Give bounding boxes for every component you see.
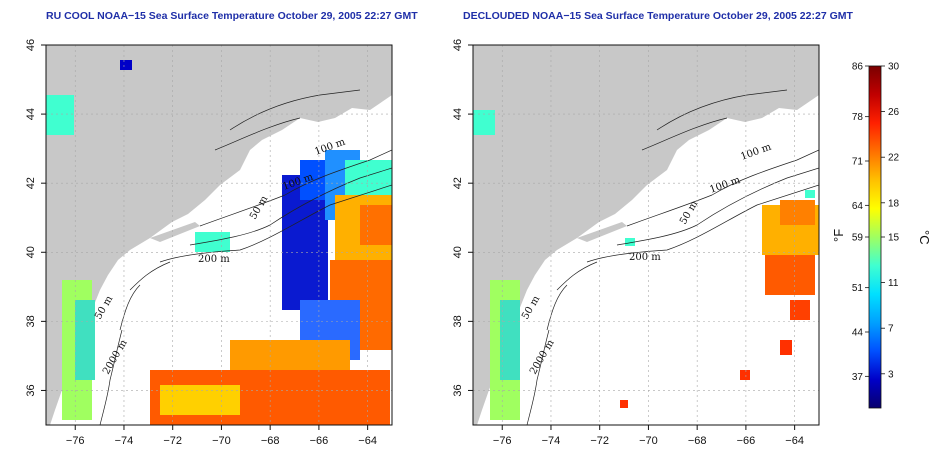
y-tick-label: 38: [452, 315, 464, 327]
celsius-tick-label: 26: [888, 107, 900, 118]
contour-label: 200 m: [198, 254, 230, 265]
x-tick-label: −64: [358, 435, 377, 447]
y-tick-label: 44: [25, 108, 37, 120]
contour-label: 200 m: [629, 252, 661, 263]
land-mass: [46, 45, 392, 425]
y-tick-label: 40: [452, 246, 464, 258]
y-tick-label: 42: [25, 177, 37, 189]
left-axes: −76 −74 −72 −70 −68 −66 −64 36 38 40 42 44 46: [25, 39, 377, 447]
left-map-title: RU COOL NOAA−15 Sea Surface Temperature …: [46, 10, 418, 22]
land-nova-scotia: [300, 45, 392, 118]
graticule: [46, 45, 392, 425]
y-tick-label: 42: [452, 177, 464, 189]
y-tick-label: 44: [452, 108, 464, 120]
y-tick-label: 46: [452, 39, 464, 51]
right-axes: −76 −74 −72 −70 −68 −66 −64 36 38 40 42 44 46: [452, 39, 804, 447]
celsius-tick-label: 15: [888, 233, 900, 244]
right-sst-map[interactable]: 100 m 100 m 50 m 200 m 50 m 2000 m: [472, 44, 820, 426]
celsius-tick-label: 18: [888, 198, 900, 209]
celsius-tick-label: 3: [888, 369, 894, 380]
fahrenheit-tick-label: 51: [852, 283, 864, 294]
y-tick-label: 36: [25, 384, 37, 396]
y-tick-label: 46: [25, 39, 37, 51]
x-tick-label: −66: [737, 435, 756, 447]
bathymetry-contours: [99, 89, 392, 425]
x-tick-label: −76: [66, 435, 85, 447]
x-tick-label: −72: [163, 435, 182, 447]
celsius-unit-label: °C: [917, 230, 932, 245]
y-tick-label: 40: [25, 246, 37, 258]
x-tick-label: −76: [493, 435, 512, 447]
fahrenheit-tick-label: 86: [852, 62, 864, 73]
colorbar-bar: [868, 65, 882, 409]
y-tick-label: 36: [452, 384, 464, 396]
land-longisland: [150, 222, 200, 242]
fahrenheit-tick-label: 71: [852, 157, 864, 168]
x-tick-label: −70: [639, 435, 658, 447]
x-tick-label: −70: [212, 435, 231, 447]
x-tick-label: −66: [310, 435, 329, 447]
fahrenheit-tick-label: 37: [852, 372, 864, 383]
y-tick-label: 38: [25, 315, 37, 327]
celsius-tick-label: 22: [888, 153, 900, 164]
fahrenheit-tick-label: 78: [852, 112, 864, 123]
sst-field: [473, 110, 819, 420]
celsius-tick-label: 7: [888, 324, 894, 335]
x-tick-label: −74: [542, 435, 561, 447]
temperature-colorbar: 30 26 22 18 15 11 7 3 86 78 71 64 59 51 44 37 °F °C: [831, 62, 932, 409]
fahrenheit-unit-label: °F: [831, 229, 846, 242]
celsius-tick-label: 30: [888, 62, 900, 73]
land-nova-scotia: [727, 45, 819, 118]
x-tick-label: −74: [115, 435, 134, 447]
x-tick-label: −68: [261, 435, 280, 447]
fahrenheit-tick-label: 59: [852, 233, 864, 244]
x-tick-label: −68: [688, 435, 707, 447]
bathymetry-contours: [526, 89, 819, 425]
fahrenheit-tick-label: 64: [852, 201, 864, 212]
right-map-title: DECLOUDED NOAA−15 Sea Surface Temperatur…: [463, 10, 853, 22]
land-longisland: [577, 222, 627, 242]
graticule: [473, 45, 819, 425]
x-tick-label: −72: [590, 435, 609, 447]
x-tick-label: −64: [785, 435, 804, 447]
land-mass: [473, 45, 819, 425]
celsius-tick-label: 11: [888, 278, 899, 289]
left-sst-map[interactable]: 100 m 100 m 50 m 200 m 50 m 2000 m: [45, 44, 393, 426]
fahrenheit-tick-label: 44: [852, 328, 864, 339]
